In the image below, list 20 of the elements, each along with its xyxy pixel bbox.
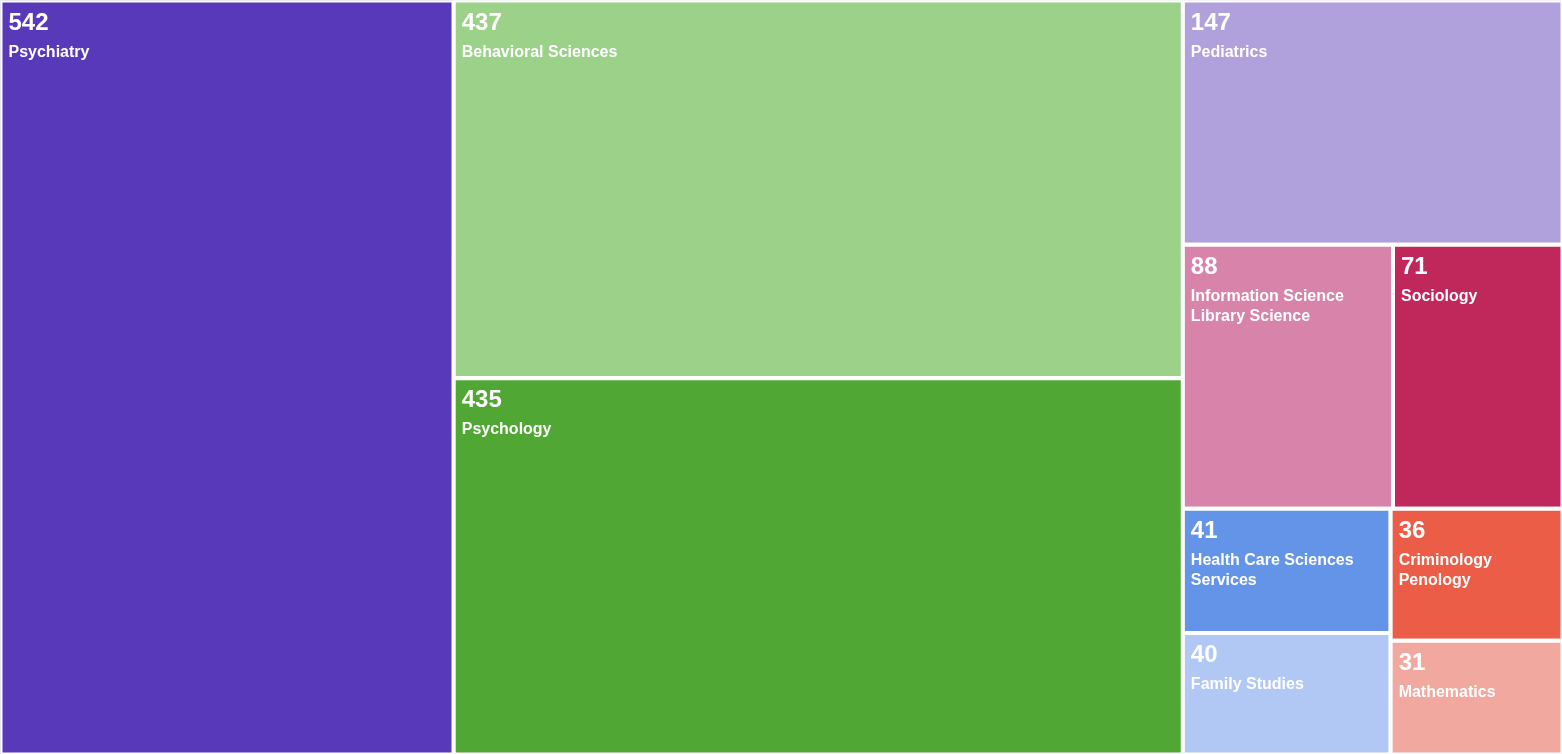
category-label: Criminology Penology xyxy=(1398,550,1493,588)
category-label: Information Science Library Science xyxy=(1190,286,1344,324)
category-label: Mathematics xyxy=(1398,682,1496,700)
category-label: Pediatrics xyxy=(1190,42,1268,60)
data-label: 40 xyxy=(1190,640,1218,668)
data-label: 542 xyxy=(8,7,49,35)
category-label: Psychiatry xyxy=(8,42,90,60)
category-label: Health Care Sciences Services xyxy=(1190,550,1354,588)
data-label: 41 xyxy=(1190,515,1218,543)
category-label: Behavioral Sciences xyxy=(461,42,618,60)
data-label: 71 xyxy=(1400,251,1428,279)
category-label: Family Studies xyxy=(1190,675,1304,693)
data-label: 435 xyxy=(461,385,502,413)
category-label: Psychology xyxy=(461,420,552,438)
data-label: 36 xyxy=(1398,515,1426,543)
data-label: 88 xyxy=(1190,251,1218,279)
category-label: Sociology xyxy=(1400,286,1478,304)
data-label: 437 xyxy=(461,7,502,35)
data-label: 31 xyxy=(1398,647,1426,675)
data-label: 147 xyxy=(1190,7,1231,35)
